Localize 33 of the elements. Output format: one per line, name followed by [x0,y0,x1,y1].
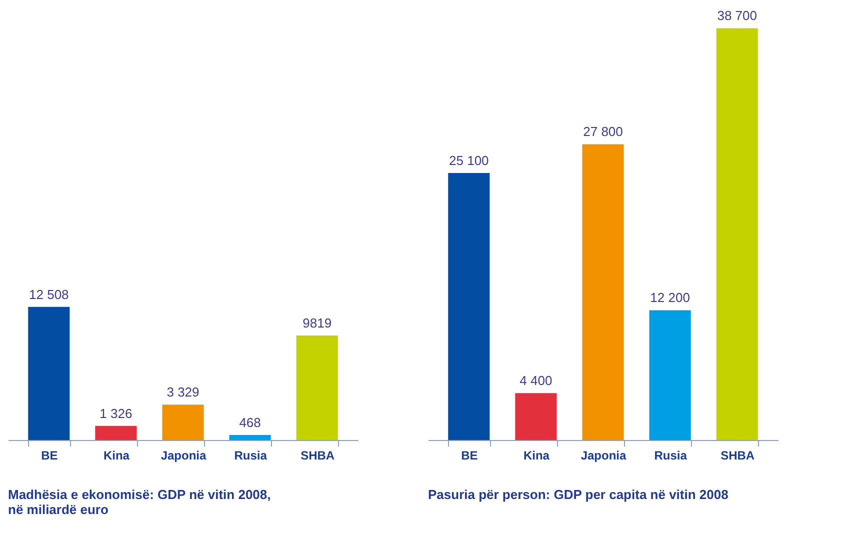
x-tick-label: Kina [103,448,130,462]
x-tick-label: BE [461,448,478,462]
x-tick-label: BE [41,448,58,462]
data-label: 38 700 [717,8,757,24]
x-tick-label: Rusia [234,448,268,462]
bar [649,310,691,440]
data-label: 25 100 [449,152,489,168]
data-label: 12 200 [650,290,690,306]
bar [515,393,557,440]
bar [448,172,490,440]
bar [716,28,758,440]
text: në miliardë euro [8,502,108,517]
bar [296,336,338,440]
x-tick-label: SHBA [720,448,755,462]
text: Madhësia e ekonomisë: GDP në vitin 2008, [8,487,271,502]
x-tick-label: Rusia [654,448,688,462]
data-label: 3 329 [166,384,200,400]
data-label: 468 [239,415,261,430]
data-label: 1 326 [100,406,132,421]
text: Pasuria për person: GDP per capita në vitin 2008 [428,487,728,502]
x-tick-label: Japonia [580,448,626,462]
bar [162,404,204,440]
data-label: 12 508 [29,286,69,302]
bar [229,435,271,440]
bar [95,426,137,440]
bar [28,306,70,440]
data-label: 9819 [302,316,332,331]
data-label: 4 400 [520,373,552,388]
x-tick-label: Japonia [160,448,206,462]
x-tick-label: SHBA [300,448,335,462]
data-label: 27 800 [583,124,623,140]
bar [582,144,624,440]
x-tick-label: Kina [523,448,550,462]
